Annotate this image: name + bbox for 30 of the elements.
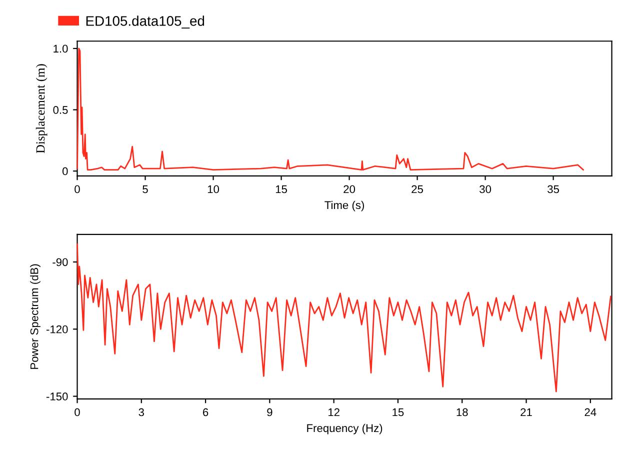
line-series	[76, 48, 584, 171]
y-axis-title: Displacement (m)	[36, 64, 48, 154]
x-tick-label: 6	[203, 408, 208, 416]
y-tick-label: -90	[52, 258, 68, 266]
legend-label: ED105.data105_ed	[86, 16, 204, 29]
y-tick-label: 1.0	[54, 44, 68, 53]
y-tick-label: 0	[62, 167, 68, 176]
x-tick-label: 35	[548, 185, 560, 194]
x-tick-label: 10	[208, 185, 220, 194]
x-tick-label: 9	[267, 408, 272, 416]
x-tick-label: 0	[74, 408, 80, 416]
x-tick-label: 21	[520, 408, 532, 416]
y-axis-title: Power Spectrum (dB)	[30, 264, 40, 369]
x-tick-label: 30	[480, 185, 492, 194]
x-tick-label: 18	[456, 408, 468, 416]
x-tick-label: 0	[74, 185, 80, 194]
y-tick-label: 0.5	[53, 106, 68, 114]
x-axis-title: Time (s)	[324, 200, 364, 212]
x-axis-title: Frequency (Hz)	[307, 424, 382, 434]
x-tick-label: 15	[276, 185, 287, 194]
line-series	[76, 243, 612, 392]
y-tick-label: -150	[46, 392, 68, 400]
x-tick-label: 3	[138, 408, 144, 416]
x-tick-label: 25	[412, 185, 423, 194]
y-tick-label: -120	[46, 325, 68, 334]
x-tick-label: 24	[584, 408, 596, 416]
x-tick-label: 5	[142, 185, 148, 194]
x-tick-label: 20	[344, 185, 356, 194]
x-tick-label: 15	[392, 408, 404, 416]
x-tick-label: 12	[328, 408, 340, 416]
